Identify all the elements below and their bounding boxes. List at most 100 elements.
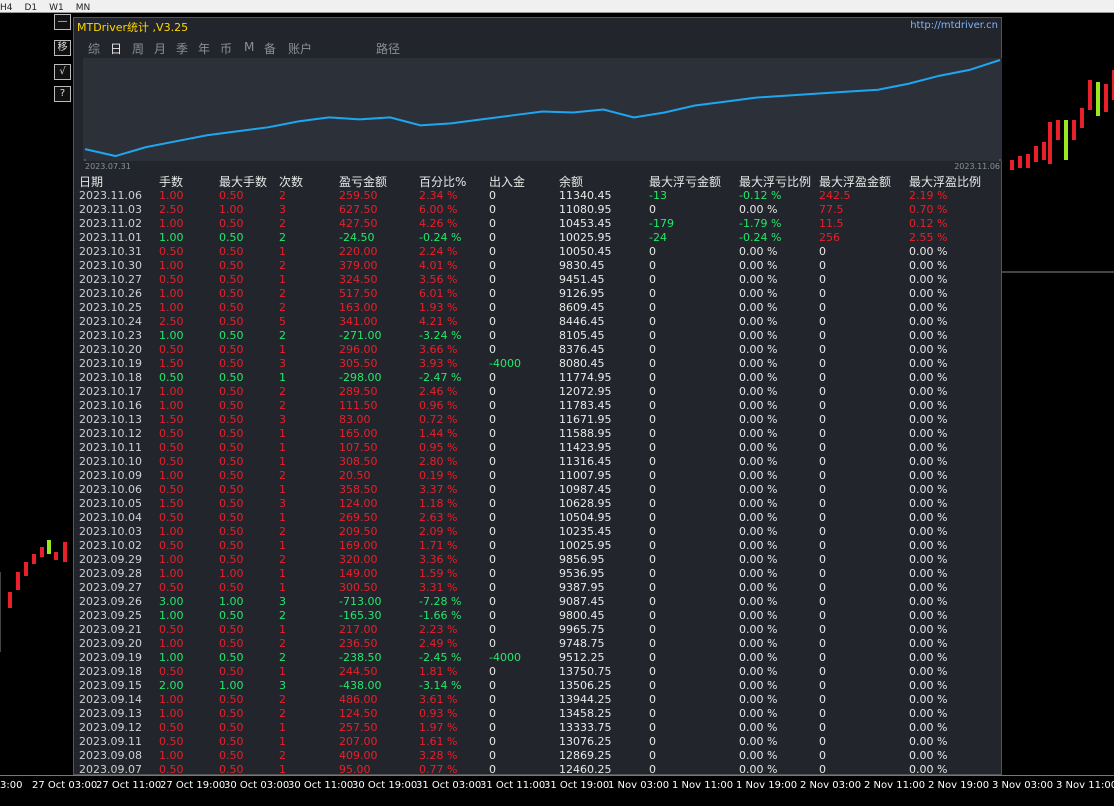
- table-cell: 0: [489, 679, 496, 693]
- table-cell: 3.28 %: [419, 749, 457, 763]
- table-cell: 2: [279, 469, 286, 483]
- table-cell: 12869.25: [559, 749, 612, 763]
- table-cell: 1.00: [159, 385, 184, 399]
- side-button[interactable]: √: [54, 64, 71, 80]
- url-link[interactable]: http://mtdriver.cn: [910, 20, 998, 31]
- table-cell: 0: [649, 567, 656, 581]
- candle: [1048, 122, 1052, 164]
- table-cell: 2.50: [159, 315, 184, 329]
- table-cell: 1: [279, 427, 286, 441]
- tab[interactable]: 综: [88, 40, 100, 57]
- table-cell: 12072.95: [559, 385, 612, 399]
- table-cell: 9512.25: [559, 651, 605, 665]
- column-header: 盈亏金额: [339, 175, 387, 189]
- table-cell: 259.50: [339, 189, 378, 203]
- table-cell: 3: [279, 413, 286, 427]
- table-cell: 0: [819, 749, 826, 763]
- tab[interactable]: 月: [154, 40, 166, 57]
- table-cell: 0.50: [219, 735, 244, 749]
- table-cell: 2: [279, 287, 286, 301]
- table-cell: 10050.45: [559, 245, 612, 259]
- table-cell: 0.19 %: [419, 469, 457, 483]
- timeframe-button[interactable]: MN: [76, 4, 91, 12]
- table-cell: 2: [279, 749, 286, 763]
- table-cell: 2023.09.11: [79, 735, 142, 749]
- table-cell: 0.50: [219, 581, 244, 595]
- table-cell: 2023.10.12: [79, 427, 142, 441]
- table-cell: 0: [649, 287, 656, 301]
- tab[interactable]: 年: [198, 40, 210, 57]
- table-cell: 3: [279, 203, 286, 217]
- table-cell: 1.00: [159, 637, 184, 651]
- timeframe-button[interactable]: D1: [25, 4, 38, 12]
- table-cell: 269.50: [339, 511, 378, 525]
- table-cell: 0: [649, 637, 656, 651]
- table-cell: 0: [489, 287, 496, 301]
- table-cell: 2023.10.19: [79, 357, 142, 371]
- time-label: 2 Nov 03:00: [800, 780, 861, 791]
- side-button[interactable]: ?: [54, 86, 71, 102]
- candle: [16, 572, 20, 590]
- timeframe-button[interactable]: H4: [0, 4, 13, 12]
- table-cell: 0: [649, 539, 656, 553]
- table-cell: 0: [649, 399, 656, 413]
- table-cell: 0: [489, 623, 496, 637]
- tab[interactable]: 账户: [288, 40, 312, 57]
- table-cell: 1: [279, 539, 286, 553]
- table-cell: 2.09 %: [419, 525, 457, 539]
- table-cell: 2: [279, 385, 286, 399]
- table-cell: 0: [649, 441, 656, 455]
- table-cell: 0: [819, 371, 826, 385]
- table-cell: 1.00: [159, 469, 184, 483]
- table-cell: 0: [489, 553, 496, 567]
- table-cell: 0: [819, 245, 826, 259]
- table-cell: 0.00 %: [909, 399, 947, 413]
- table-cell: 0.00 %: [739, 273, 777, 287]
- tab[interactable]: 周: [132, 40, 144, 57]
- table-cell: 0: [819, 637, 826, 651]
- table-cell: 0: [649, 651, 656, 665]
- tab[interactable]: 路径: [376, 40, 400, 57]
- table-cell: 0.50: [159, 735, 184, 749]
- table-cell: 0.00 %: [739, 707, 777, 721]
- table-cell: 0.00 %: [739, 245, 777, 259]
- table-cell: 8446.45: [559, 315, 605, 329]
- table-cell: 10987.45: [559, 483, 612, 497]
- table-cell: 2023.09.20: [79, 637, 142, 651]
- table-cell: 0: [819, 497, 826, 511]
- table-cell: 0: [489, 385, 496, 399]
- timeframe-button[interactable]: W1: [49, 4, 64, 12]
- table-cell: 2023.09.26: [79, 595, 142, 609]
- table-cell: 0.00 %: [909, 595, 947, 609]
- table-cell: 0: [489, 427, 496, 441]
- column-header: 最大浮盈比例: [909, 175, 981, 189]
- table-cell: 2: [279, 301, 286, 315]
- table-cell: 0.50: [159, 665, 184, 679]
- table-cell: 0: [649, 357, 656, 371]
- column-header: 次数: [279, 175, 303, 189]
- table-cell: 0: [819, 623, 826, 637]
- table-cell: 2023.10.18: [79, 371, 142, 385]
- table-cell: 3.61 %: [419, 693, 457, 707]
- table-cell: 1.00: [159, 231, 184, 245]
- tab[interactable]: 备: [264, 40, 276, 57]
- table-cell: -4000: [489, 357, 521, 371]
- table-cell: 0.50: [159, 245, 184, 259]
- table-cell: 1: [279, 245, 286, 259]
- table-cell: -713.00: [339, 595, 381, 609]
- table-cell: -3.24 %: [419, 329, 461, 343]
- table-cell: 0.50: [219, 455, 244, 469]
- table-cell: 0: [489, 567, 496, 581]
- time-label: 1 Nov 03:00: [608, 780, 669, 791]
- tab[interactable]: M: [244, 40, 254, 54]
- table-cell: 305.50: [339, 357, 378, 371]
- tab[interactable]: 季: [176, 40, 188, 57]
- side-button[interactable]: 移: [54, 40, 71, 56]
- table-cell: 0.50: [159, 539, 184, 553]
- table-cell: 2: [279, 707, 286, 721]
- table-cell: 111.50: [339, 399, 378, 413]
- side-button[interactable]: —: [54, 14, 71, 30]
- tab[interactable]: 日: [110, 40, 122, 57]
- candle: [1042, 142, 1046, 160]
- tab[interactable]: 币: [220, 40, 232, 57]
